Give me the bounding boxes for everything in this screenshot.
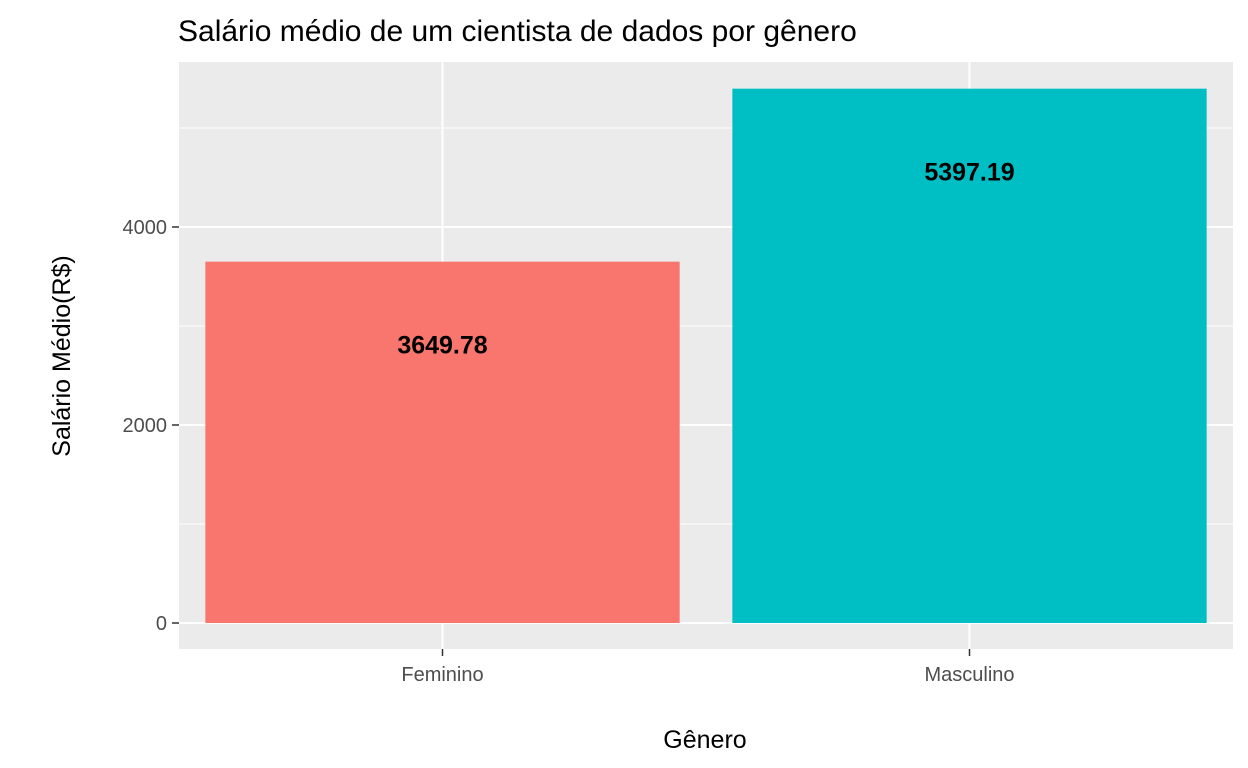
x-tick-label: Masculino [924,664,1014,686]
bar-masculino [732,88,1207,623]
chart-title: Salário médio de um cientista de dados p… [178,15,857,48]
x-axis-title: Gênero [663,726,746,754]
y-axis-title: Salário Médio(R$) [48,255,76,456]
y-axis: 0 2000 4000 [123,217,179,635]
bar-feminino [205,261,680,623]
x-tick-label: Feminino [401,664,483,686]
y-tick-label: 0 [156,613,167,635]
bar-value-labels: 3649.78 5397.19 [397,159,1014,360]
bars [205,88,1207,623]
bar-value-label: 3649.78 [397,332,487,360]
x-axis: Feminino Masculino [401,649,1015,686]
y-tick-label: 4000 [123,217,168,239]
y-tick-label: 2000 [123,415,168,437]
bar-value-label: 5397.19 [924,159,1014,187]
